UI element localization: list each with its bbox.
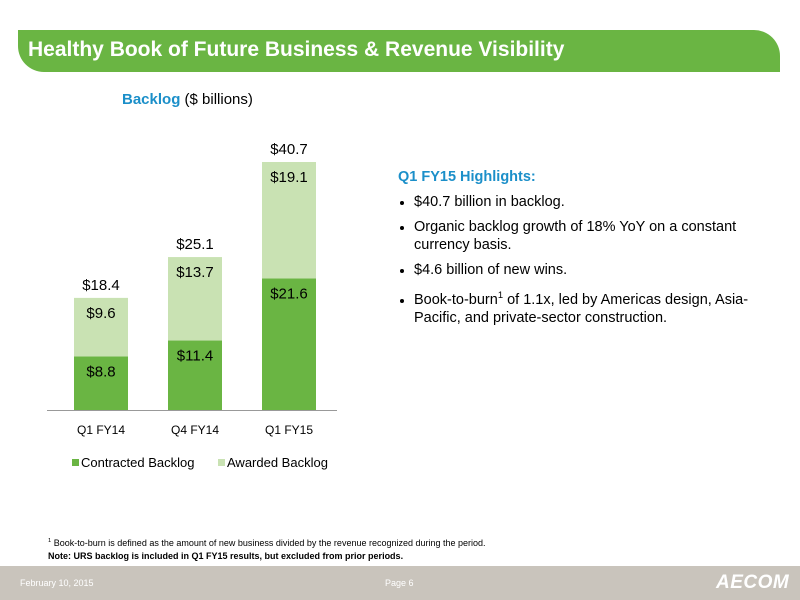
backlog-stacked-bar-chart: $8.8 $9.6 $18.4 Q1 FY14 $11.4 $13.7 $25.1 Q4 FY…	[47, 141, 337, 470]
footnote-note: Note: URS backlog is included in Q1 FY15…	[48, 551, 404, 561]
footnote-definition: 1 Book-to-burn is defined as the amount …	[48, 535, 486, 550]
legend-label-contracted: Contracted Backlog	[81, 455, 194, 470]
page-number: Page 6	[385, 578, 414, 588]
footnote: 1 Book-to-burn is defined as the amount …	[48, 535, 486, 563]
data-label-awarded: $13.7	[176, 264, 214, 281]
bar-awarded	[74, 297, 128, 357]
highlight-item: $4.6 billion of new wins.	[414, 261, 758, 279]
total-label: $18.4	[82, 277, 120, 294]
footnote-number: 1	[48, 538, 52, 544]
footnote-text: Book-to-burn is defined as the amount of…	[51, 538, 486, 548]
footer-bar	[0, 566, 800, 600]
legend-swatch-awarded	[218, 459, 225, 466]
header-bar	[18, 30, 780, 72]
x-tick-label: Q4 FY14	[171, 423, 219, 437]
bar-awarded	[168, 257, 222, 341]
bar-contracted	[168, 340, 222, 410]
highlight-text-pre: Book-to-burn	[414, 291, 498, 308]
highlights-list: $40.7 billion in backlog. Organic backlo…	[398, 193, 758, 327]
data-label-contracted: $21.6	[270, 285, 308, 302]
slide-title: Healthy Book of Future Business & Revenu…	[28, 38, 565, 61]
data-label-contracted: $11.4	[177, 348, 213, 365]
highlight-item: Organic backlog growth of 18% YoY on a c…	[414, 218, 758, 254]
total-label: $25.1	[176, 236, 214, 253]
data-label-awarded: $19.1	[270, 169, 308, 186]
highlight-item: Book-to-burn1 of 1.1x, led by Americas d…	[414, 286, 758, 327]
total-label: $40.7	[270, 141, 308, 158]
footer-date: February 10, 2015	[20, 578, 94, 588]
footnote-marker: 1	[497, 289, 504, 300]
legend-label-awarded: Awarded Backlog	[227, 455, 328, 470]
data-label-awarded: $9.6	[86, 305, 115, 322]
bar-contracted	[262, 278, 316, 410]
chart-caption-accent: Backlog	[122, 91, 181, 108]
highlight-item: $40.7 billion in backlog.	[414, 193, 758, 211]
bar-contracted	[74, 356, 128, 410]
highlight-text-post: of 1.1x, led by Americas design, Asia-Pa…	[414, 291, 749, 326]
chart-caption: Backlog ($ billions)	[122, 91, 253, 108]
aecom-logo: AECOM	[716, 572, 790, 593]
x-tick-label: Q1 FY15	[265, 423, 313, 437]
chart-caption-rest: ($ billions)	[180, 91, 253, 108]
bar-awarded	[262, 162, 316, 279]
x-tick-label: Q1 FY14	[77, 423, 125, 437]
data-label-contracted: $8.8	[86, 363, 115, 380]
highlights-title: Q1 FY15 Highlights:	[398, 169, 536, 185]
legend-swatch-contracted	[72, 459, 79, 466]
highlights-panel: Q1 FY15 Highlights: $40.7 billion in bac…	[398, 168, 758, 334]
